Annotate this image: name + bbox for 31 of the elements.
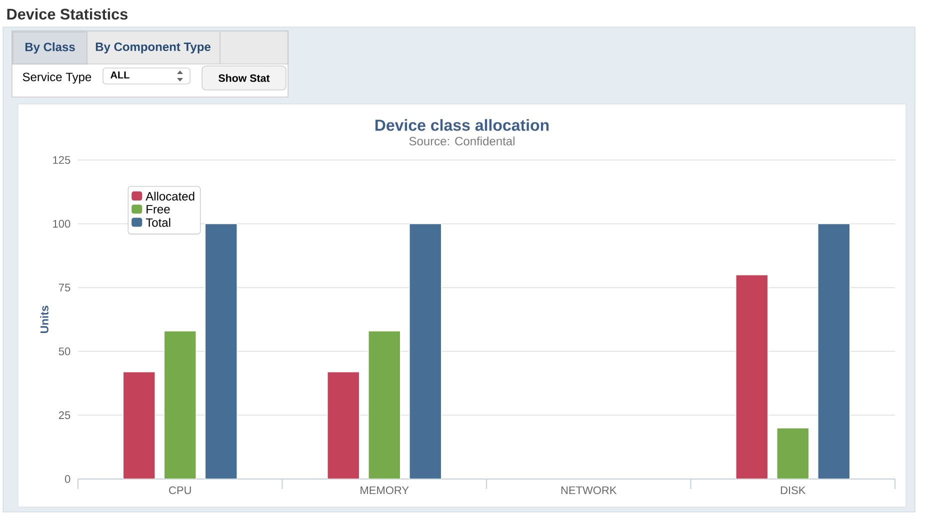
y-tick-label: 100 [53, 220, 70, 228]
x-tick-label: CPU [169, 486, 191, 494]
bar [122, 371, 156, 479]
bar [204, 223, 238, 479]
x-tick-label: MEMORY [360, 486, 409, 494]
text: Device Statistics [7, 8, 128, 20]
text: By Component Type [96, 42, 211, 54]
chart-title: Device class allocation [375, 119, 549, 131]
x-tick-label: NETWORK [561, 486, 617, 494]
y-tick-label: 0 [64, 475, 70, 483]
text: Service Type [22, 72, 92, 84]
legend-label: Total [146, 218, 170, 227]
legend-label: Allocated [146, 192, 194, 201]
y-tick-label: 125 [53, 156, 70, 164]
y-tick-label: 75 [58, 284, 70, 292]
chart-subtitle: Source: Confidental [409, 136, 514, 146]
bar [735, 274, 768, 479]
y-tick-label: 25 [58, 411, 70, 420]
y-tick-label: 50 [58, 348, 70, 356]
x-tick-label: DISK [780, 486, 806, 494]
bar [368, 330, 401, 479]
text: Show Stat [218, 74, 270, 82]
bar [776, 428, 810, 479]
text: ALL [110, 72, 130, 78]
bar [326, 371, 360, 479]
bar [164, 330, 197, 479]
legend-label: Free [146, 205, 170, 214]
text: By Class [25, 42, 75, 54]
bar [817, 223, 850, 479]
y-axis-title: Units [40, 306, 48, 333]
bar [408, 223, 442, 479]
